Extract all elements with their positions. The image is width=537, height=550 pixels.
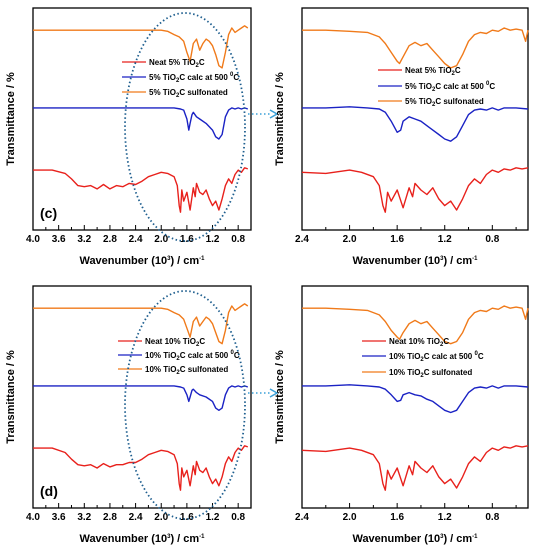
plot-frame [32, 7, 252, 231]
legend: Neat 10% TiO2C 10% TiO2C calc at 500 0C … [118, 337, 240, 376]
series-line-neat [33, 445, 249, 491]
legend-label-neat: Neat 5% TiO2C [405, 66, 461, 77]
series-line-calc [302, 106, 529, 142]
panel-d-full: 4.0 3.6 3.2 2.8 2.4 2.0 1.6 1.2 0.8 Transmittanc… [5, 285, 252, 545]
zoom-arrow-d [248, 388, 279, 398]
x-tick-label: 0.8 [231, 234, 245, 245]
x-axis-title: Wavenumber (103) / cm-1 [79, 533, 205, 545]
x-tick-label: 2.0 [154, 234, 168, 245]
legend-label-neat: Neat 10% TiO2C [145, 337, 205, 348]
panel-tag-d: (d) [40, 483, 58, 499]
x-tick-label: 1.2 [438, 512, 452, 523]
x-tick-label: 2.0 [154, 512, 168, 523]
series-line-neat [301, 167, 529, 213]
x-tick-label: 0.8 [231, 512, 245, 523]
legend-label-sulfonated: 10% TiO2C sulfonated [389, 368, 472, 379]
x-tick-label: 3.6 [52, 512, 66, 523]
x-tick-label: 1.2 [438, 234, 452, 245]
x-axis-title: Wavenumber (103) / cm-1 [352, 255, 478, 267]
y-axis-title: Transmittance / % [5, 350, 17, 444]
series-line-neat [33, 167, 249, 213]
plot-frame [32, 285, 252, 509]
x-tick-label: 3.2 [77, 512, 91, 523]
legend: Neat 5% TiO2C 5% TiO2C calc at 500 0C 5%… [378, 66, 495, 108]
highlight-ellipse [124, 290, 246, 520]
legend-label-neat: Neat 5% TiO2C [149, 58, 205, 69]
x-tick-label: 4.0 [26, 512, 40, 523]
x-tick-label: 3.6 [52, 234, 66, 245]
x-tick-label: 1.2 [206, 234, 220, 245]
x-tick-label: 1.2 [206, 512, 220, 523]
series-line-sulfonated [33, 303, 249, 345]
legend-label-calc: 10% TiO2C calc at 500 0C [145, 350, 240, 362]
series-line-calc [302, 384, 529, 414]
legend-label-sulfonated: 5% TiO2C sulfonated [149, 88, 228, 99]
x-tick-label: 2.4 [295, 512, 309, 523]
panel-d-zoom: 2.4 2.0 1.6 1.2 0.8 Transmittance / % Wavenu… [274, 285, 529, 545]
series-line-calc [33, 107, 249, 140]
zoom-arrow-c [248, 109, 279, 119]
plot-frame [301, 7, 529, 231]
x-axis-title: Wavenumber (103) / cm-1 [352, 533, 478, 545]
legend-label-calc: 5% TiO2C calc at 500 0C [405, 81, 495, 93]
x-tick-label: 2.4 [129, 512, 143, 523]
x-tick-label: 1.6 [180, 512, 194, 523]
legend-label-sulfonated: 10% TiO2C sulfonated [145, 365, 228, 376]
x-axis-title: Wavenumber (103) / cm-1 [79, 255, 205, 267]
x-tick-label: 2.8 [103, 234, 117, 245]
x-tick-label: 1.6 [180, 234, 194, 245]
x-tick-label: 2.0 [343, 512, 357, 523]
x-tick-label: 1.6 [390, 234, 404, 245]
series-line-sulfonated [33, 25, 249, 69]
y-axis-title: Transmittance / % [274, 350, 286, 444]
panel-c-full: 4.0 3.6 3.2 2.8 2.4 2.0 1.6 1.2 0.8 Transmittanc… [5, 7, 252, 267]
y-axis-title: Transmittance / % [5, 72, 17, 166]
series-line-sulfonated [302, 305, 529, 345]
series-line-sulfonated [302, 27, 529, 69]
legend: Neat 10% TiO2C 10% TiO2C calc at 500 0C … [362, 337, 484, 379]
x-tick-label: 2.8 [103, 512, 117, 523]
legend-label-calc: 10% TiO2C calc at 500 0C [389, 351, 484, 363]
legend: Neat 5% TiO2C 5% TiO2C calc at 500 0C 5%… [122, 58, 239, 99]
x-tick-label: 4.0 [26, 234, 40, 245]
x-tick-label: 1.6 [390, 512, 404, 523]
x-tick-label: 2.0 [343, 234, 357, 245]
highlight-ellipse [124, 12, 246, 242]
panel-c-zoom: 2.4 2.0 1.6 1.2 0.8 Transmittance / % Wavenu… [274, 7, 529, 267]
panel-tag-c: (c) [40, 205, 57, 221]
plot-frame [301, 285, 529, 509]
x-tick-label: 2.4 [295, 234, 309, 245]
series-line-neat [301, 445, 529, 491]
series-line-calc [33, 385, 249, 411]
legend-label-neat: Neat 10% TiO2C [389, 337, 449, 348]
legend-label-sulfonated: 5% TiO2C sulfonated [405, 97, 484, 108]
legend-label-calc: 5% TiO2C calc at 500 0C [149, 72, 239, 84]
x-tick-label: 3.2 [77, 234, 91, 245]
x-tick-label: 0.8 [485, 234, 499, 245]
x-tick-label: 2.4 [129, 234, 143, 245]
y-axis-title: Transmittance / % [274, 72, 286, 166]
x-tick-label: 0.8 [485, 512, 499, 523]
